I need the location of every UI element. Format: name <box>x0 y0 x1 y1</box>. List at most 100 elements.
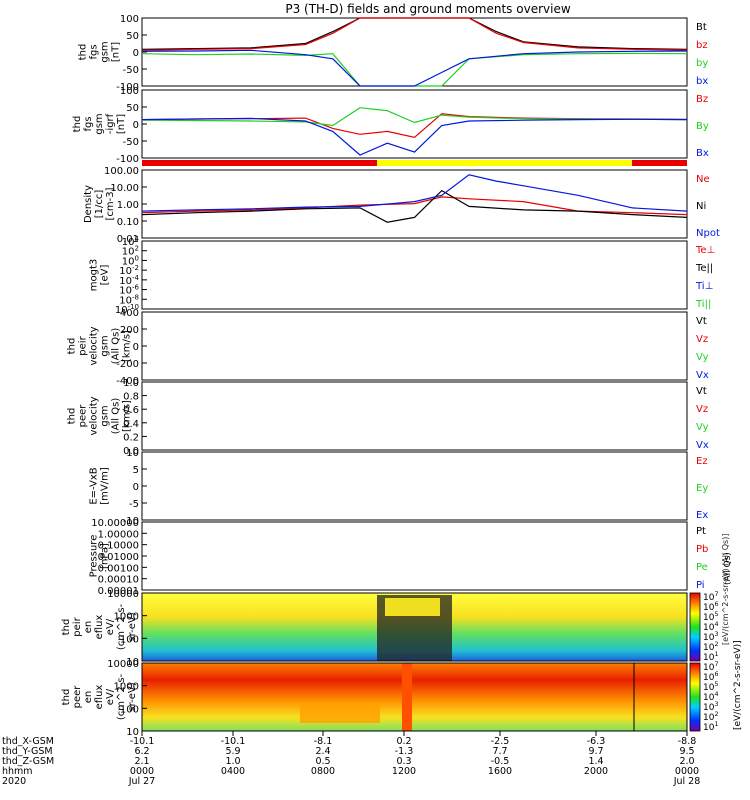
frame-efield <box>141 451 688 521</box>
ytick-label: -5 <box>129 499 139 510</box>
ylabel-line: -igrf <box>105 113 116 134</box>
legend-entry: bz <box>696 40 708 51</box>
ylabel-line: sr-eV) <box>127 612 138 641</box>
xaxis-value: 0.5 <box>315 756 330 767</box>
xaxis-value: -6.3 <box>587 736 606 747</box>
legend-entry: Bt <box>696 22 707 33</box>
ytick-label: 1.00 <box>117 200 139 211</box>
legend-entry: Ni <box>696 201 706 212</box>
ylabel-line: eV/ <box>105 618 116 635</box>
ylabel-line: [km/s] <box>122 400 133 432</box>
side-label: (All Qs) <box>723 552 733 585</box>
legend-entry: Ez <box>696 456 708 467</box>
ytick-label: 100 <box>120 86 139 97</box>
panel-fgs_gsm: 100 50 0 -50 -100 thd fgs gsm [nT] Bt bz by bx <box>78 14 709 93</box>
ylabel-line: (cm^2-s- <box>116 673 127 720</box>
xaxis-value: -8.8 <box>678 736 697 747</box>
ylabel-efield: E=-VxB [mV/m] <box>89 467 111 505</box>
xaxis-value: 1600 <box>488 766 512 777</box>
series-Bt <box>141 17 688 50</box>
xaxis-value: 2.1 <box>134 756 149 767</box>
frame-temperature <box>141 240 688 310</box>
ylabel-line: E=-VxB <box>89 467 100 504</box>
legend-entry: Vx <box>696 440 709 451</box>
frame-peir_eflux <box>141 592 688 662</box>
ytick-label: 0 <box>133 120 139 131</box>
legend-entry: Vt <box>696 316 707 327</box>
ytick-label: 0.2 <box>123 432 139 443</box>
ytick-label: 0 <box>133 482 139 493</box>
ylabel-line: fgs <box>89 44 100 59</box>
ylabel-peir_eflux: thd peir en eflux eV/(cm^2-s-sr-eV) <box>61 603 138 650</box>
ytick-label: 0.0 <box>123 446 139 457</box>
ylabel-line: fgs <box>83 116 94 131</box>
ylabel-line: thd <box>72 116 83 133</box>
xaxis-value: -10.1 <box>221 736 246 747</box>
xaxis-value: 0.3 <box>396 756 411 767</box>
ylabel-line: Density <box>83 185 94 223</box>
series-by <box>141 52 688 87</box>
ytick-label: 10.00000 <box>91 518 139 529</box>
xaxis-value: 0800 <box>311 766 335 777</box>
legend-entry: Ey <box>696 483 708 494</box>
ylabel-line: peir <box>78 335 89 355</box>
ylabel-line: eflux <box>94 615 105 640</box>
legend-entry: Vy <box>696 352 709 363</box>
ytick-label: 50 <box>126 31 139 42</box>
xaxis-value: 1200 <box>392 766 416 777</box>
spectrogram-peer_eflux <box>142 663 687 731</box>
legend-efield: Ez Ey Ex <box>696 456 708 521</box>
xaxis-value: Jul 28 <box>673 776 701 787</box>
panel-peer_eflux: 10000 1000 100 10 thd peer en eflux eV/(cm^2-s-s… <box>61 659 688 738</box>
legend-entry: Pt <box>696 526 706 537</box>
colorbar-top <box>689 592 701 662</box>
ylabel-line: [km/s] <box>122 330 133 362</box>
ytick-label: 0.01000 <box>98 552 139 563</box>
xaxis-value: 9.7 <box>588 746 603 757</box>
ylabel-line: [eV] <box>100 265 111 286</box>
legend-entry: Vz <box>696 404 708 415</box>
ylabel-line: eflux <box>94 685 105 710</box>
legend-entry: By <box>696 121 709 132</box>
legend-entry: Pe <box>696 562 708 573</box>
ytick-label: 0.01 <box>117 234 139 245</box>
ylabel-line: thd <box>67 338 78 355</box>
ylabel-fgs_gsm: thd fgs gsm [nT] <box>78 41 122 62</box>
frame-fgs_gsm_dipole_removed <box>141 89 688 159</box>
legend-temperature: Te⊥ Te|| Ti⊥ Ti|| <box>695 245 715 310</box>
ytick-label: -50 <box>123 65 139 76</box>
ylabel-line: [cm-3] <box>105 187 116 220</box>
ylabel-line: mogt3 <box>89 259 100 292</box>
ylabel-line: velocity <box>89 396 100 435</box>
legend-entry: Npot <box>696 228 720 239</box>
ylabel-line: sr-eV) <box>127 682 138 711</box>
legend-entry: Vy <box>696 422 709 433</box>
panel-fgs_gsm_dipole_removed: 100 50 0 -50 -100 thd fgs gsm -igrf [nT] Bz By Bx <box>72 86 709 165</box>
spectrogram-region <box>300 703 380 723</box>
ylabel-peer_velocity: thd peer velocity gsm (All Qs) [km/s] <box>67 396 133 435</box>
legend-entry: Vz <box>696 334 708 345</box>
series-Bz <box>141 113 688 138</box>
xaxis-value: 1.0 <box>225 756 240 767</box>
panel-peir_velocity: 400 200 0 -200 -400 thd peir velocity gsm (All Qs… <box>67 308 709 387</box>
ylabel-line: thd <box>61 619 72 636</box>
ytick-label: 100 <box>120 704 139 715</box>
xaxis-value: 9.5 <box>679 746 694 757</box>
panel-pressure: 10.000001.000000.100000.010000.001000.00… <box>89 518 734 597</box>
xaxis-row-name: hhmm <box>2 766 33 777</box>
xaxis-row-name: 2020 <box>2 776 26 787</box>
ylabel-line: en <box>83 691 94 704</box>
ytick-label: 0.8 <box>123 392 139 403</box>
xaxis-value: 0.2 <box>396 736 411 747</box>
xaxis-value: 2.0 <box>679 756 694 767</box>
series-Ni <box>141 189 688 223</box>
ytick-label: 400 <box>120 308 139 319</box>
mode-bar <box>142 160 687 166</box>
series-bz <box>141 17 688 51</box>
spectrogram-band <box>385 598 440 616</box>
legend-fgs_gsm: Bt bz by bx <box>696 22 708 87</box>
xaxis-value: 0400 <box>221 766 245 777</box>
frame-peer_velocity <box>141 381 688 451</box>
